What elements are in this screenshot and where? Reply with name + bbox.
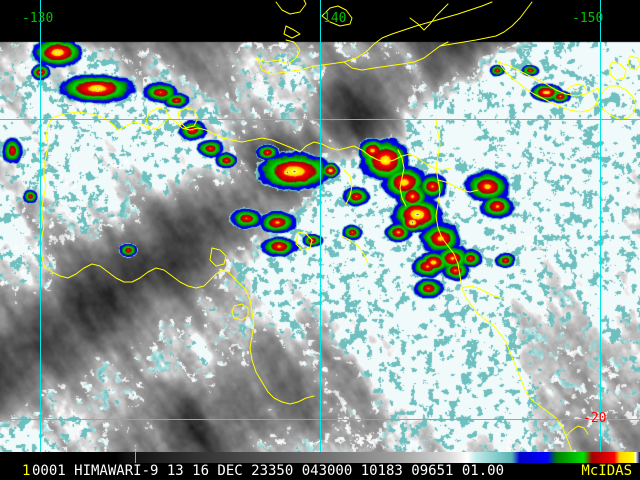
colorbar-ramp xyxy=(0,452,640,463)
frame-sequence-number: 1 xyxy=(22,463,31,479)
enhancement-colorbar[interactable] xyxy=(0,452,640,463)
caption-line: 1 0001 HIMAWARI-9 13 16 DEC 23350 043000… xyxy=(0,463,640,480)
satellite-image-area[interactable] xyxy=(0,0,640,452)
caption-text: 0001 HIMAWARI-9 13 16 DEC 23350 043000 1… xyxy=(32,463,505,479)
mcidas-brand-label: McIDAS xyxy=(581,463,632,479)
himawari-ir-raster xyxy=(0,0,640,452)
colorbar-tick-marker xyxy=(135,452,136,463)
annotation-strip: 1 0001 HIMAWARI-9 13 16 DEC 23350 043000… xyxy=(0,452,640,480)
